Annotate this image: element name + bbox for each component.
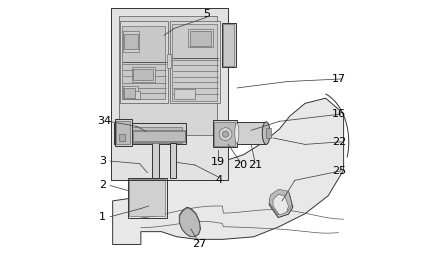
Text: 27: 27 <box>192 239 206 249</box>
Bar <box>166 54 171 68</box>
Text: 19: 19 <box>211 157 225 167</box>
Bar <box>119 134 125 141</box>
Bar <box>129 179 165 216</box>
Bar <box>173 24 217 101</box>
Text: 16: 16 <box>332 109 346 119</box>
Bar <box>124 88 135 98</box>
Circle shape <box>219 128 232 141</box>
Ellipse shape <box>235 123 239 143</box>
Text: 2: 2 <box>99 180 107 190</box>
Text: 21: 21 <box>248 160 262 171</box>
Text: 1: 1 <box>99 212 106 222</box>
Bar <box>124 86 137 99</box>
Bar <box>223 24 234 66</box>
Bar <box>170 143 176 178</box>
Text: 3: 3 <box>99 156 106 166</box>
Bar <box>132 130 185 142</box>
Bar <box>124 31 139 52</box>
Bar <box>188 29 213 47</box>
Text: 17: 17 <box>332 74 346 84</box>
Bar <box>236 122 266 144</box>
Bar <box>122 26 165 100</box>
Bar <box>170 21 220 103</box>
Bar <box>112 9 228 180</box>
Bar <box>132 67 155 82</box>
Text: 20: 20 <box>233 160 248 170</box>
Bar <box>119 16 217 135</box>
Bar <box>132 131 185 141</box>
Bar <box>115 119 132 146</box>
Bar <box>128 178 166 217</box>
Bar <box>124 34 137 50</box>
Bar <box>153 142 159 178</box>
Ellipse shape <box>262 122 270 144</box>
Text: 22: 22 <box>332 137 346 147</box>
Bar <box>174 89 195 100</box>
Bar <box>120 21 168 103</box>
Text: 5: 5 <box>203 9 210 19</box>
Bar <box>214 122 235 146</box>
Bar <box>116 121 130 144</box>
Polygon shape <box>180 208 200 237</box>
Text: 4: 4 <box>215 175 223 185</box>
Polygon shape <box>269 191 293 217</box>
Bar <box>132 91 140 99</box>
Text: 25: 25 <box>332 166 346 176</box>
Polygon shape <box>113 98 343 245</box>
Text: 34: 34 <box>97 116 112 126</box>
Circle shape <box>223 131 229 137</box>
Bar <box>213 120 237 147</box>
Bar <box>266 128 271 138</box>
Bar <box>114 123 186 144</box>
Polygon shape <box>269 189 292 215</box>
Polygon shape <box>273 195 289 215</box>
Bar <box>222 22 236 67</box>
Bar <box>190 31 211 46</box>
Bar <box>115 127 182 143</box>
Bar <box>133 69 153 80</box>
Polygon shape <box>179 207 200 237</box>
